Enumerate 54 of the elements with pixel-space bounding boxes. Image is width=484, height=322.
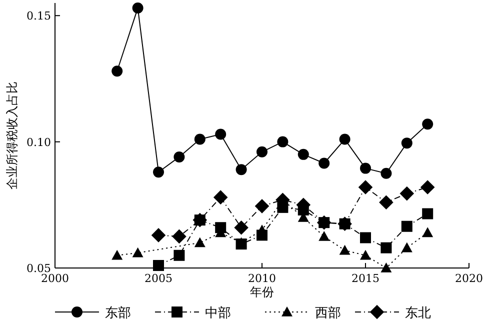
x-tick-label: 2005 (144, 272, 172, 285)
point (422, 208, 434, 220)
y-tick-label: 0.15 (26, 10, 51, 23)
legend-label: 东北 (405, 306, 431, 321)
legend-label: 西部 (315, 306, 341, 321)
point (153, 166, 164, 178)
point (380, 262, 392, 272)
point (174, 250, 185, 261)
point (379, 195, 394, 210)
point (132, 247, 144, 258)
x-tick-label: 2000 (41, 272, 69, 285)
point (151, 228, 166, 242)
y-axis-title: 企业所得税收入占比 (5, 82, 19, 190)
point (172, 229, 186, 244)
point (400, 186, 414, 201)
point (213, 190, 228, 204)
point (174, 151, 185, 162)
point (298, 148, 309, 160)
point (215, 128, 226, 140)
point (401, 242, 412, 252)
x-tick-label: 2020 (455, 272, 483, 285)
legend-label: 中部 (205, 306, 231, 321)
point (256, 146, 268, 158)
point (132, 2, 144, 14)
point (358, 180, 373, 194)
point (277, 136, 288, 148)
x-tick-label: 2010 (248, 272, 276, 285)
point (318, 158, 330, 169)
point (422, 227, 434, 238)
point (360, 162, 371, 174)
point (380, 168, 392, 179)
point (112, 250, 123, 260)
point (194, 134, 206, 145)
point (420, 180, 435, 194)
point (318, 230, 330, 241)
point (380, 242, 392, 254)
point (194, 237, 206, 248)
legend-label: 东部 (105, 306, 131, 321)
point (401, 220, 412, 232)
point (153, 260, 164, 271)
point (422, 118, 434, 130)
point (234, 220, 248, 235)
x-axis-title: 年份 (250, 285, 274, 299)
point (401, 138, 412, 149)
x-tick-label: 2015 (352, 272, 380, 285)
point (112, 66, 123, 77)
point (339, 244, 350, 255)
point (360, 232, 371, 244)
point (360, 250, 371, 260)
point (254, 199, 270, 214)
point (339, 134, 350, 145)
point (236, 164, 247, 176)
y-tick-label: 0.05 (26, 262, 51, 275)
y-tick-label: 0.10 (26, 136, 51, 149)
